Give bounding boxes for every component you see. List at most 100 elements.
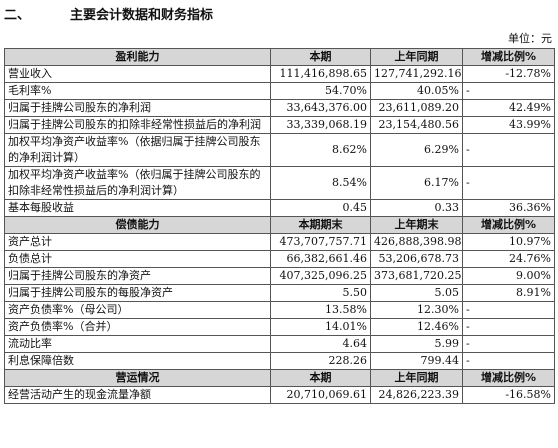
cell: 归属于挂牌公司股东的扣除非经常性损益后的净利润	[4, 116, 271, 134]
cell: 24,826,223.39	[370, 386, 463, 404]
table-row: 负债总计 66,382,661.46 53,206,678.73 24.76%	[4, 250, 555, 268]
cell: -	[462, 352, 555, 370]
cell: 资产负债率%（母公司）	[4, 301, 271, 319]
cell: 42.49%	[462, 99, 555, 117]
header-cell: 增减比例%	[462, 216, 555, 234]
cell: -	[462, 335, 555, 353]
heading: 二、 主要会计数据和财务指标	[4, 4, 253, 23]
table-row: 归属于挂牌公司股东的净资产 407,325,096.25 373,681,720.2…	[4, 267, 555, 285]
cell: 12.30%	[370, 301, 463, 319]
cell: 营业收入	[4, 65, 271, 83]
header-cell: 盈利能力	[4, 48, 271, 66]
heading-number: 二、	[4, 8, 31, 23]
cell: -	[462, 133, 555, 167]
cell: 9.00%	[462, 267, 555, 285]
cell: 426,888,398.98	[370, 233, 463, 251]
cell: -	[462, 82, 555, 100]
cell: 407,325,096.25	[270, 267, 371, 285]
cell: 基本每股收益	[4, 199, 271, 217]
section-header: 偿债能力 本期期末 上年期末 增减比例%	[4, 216, 555, 234]
cell: -	[462, 166, 555, 200]
table-row: 归属于挂牌公司股东的净利润 33,643,376.00 23,611,089.20 4…	[4, 99, 555, 117]
cell: 负债总计	[4, 250, 271, 268]
cell: 10.97%	[462, 233, 555, 251]
cell: 23,611,089.20	[370, 99, 463, 117]
cell: 资产总计	[4, 233, 271, 251]
table: 盈利能力 本期 上年同期 增减比例% 营业收入 111,416,898.65 127,741…	[4, 48, 555, 404]
header-cell: 偿债能力	[4, 216, 271, 234]
cell: 资产负债率%（合并）	[4, 318, 271, 336]
cell: -12.78%	[462, 65, 555, 83]
cell: 66,382,661.46	[270, 250, 371, 268]
table-row: 利息保障倍数 228.26 799.44-	[4, 352, 555, 370]
cell: 40.05%	[370, 82, 463, 100]
cell: 0.45	[270, 199, 371, 217]
header-cell: 上年同期	[370, 48, 463, 66]
cell: 54.70%	[270, 82, 371, 100]
cell: 5.99	[370, 335, 463, 353]
table-row: 经营活动产生的现金流量净额 20,710,069.61 24,826,223.39-…	[4, 386, 555, 404]
table-row: 流动比率 4.64 5.99-	[4, 335, 555, 353]
cell: 43.99%	[462, 116, 555, 134]
cell: 33,643,376.00	[270, 99, 371, 117]
header-cell: 增减比例%	[462, 369, 555, 387]
cell: 23,154,480.56	[370, 116, 463, 134]
table-row: 加权平均净资产收益率%（依归属于挂牌公司股东的扣除非经常性损益后的净利润计算） 8…	[4, 166, 555, 200]
table-row: 营业收入 111,416,898.65 127,741,292.16 -12.78%	[4, 65, 555, 83]
cell: 毛利率%	[4, 82, 271, 100]
cell: 流动比率	[4, 335, 271, 353]
cell: -	[462, 318, 555, 336]
header-cell: 本期	[270, 48, 371, 66]
cell: -16.58%	[462, 386, 555, 404]
cell: 5.05	[370, 284, 463, 302]
cell: 8.54%	[270, 166, 371, 200]
cell: 228.26	[270, 352, 371, 370]
cell: 经营活动产生的现金流量净额	[4, 386, 271, 404]
cell: 归属于挂牌公司股东的净利润	[4, 99, 271, 117]
cell: 归属于挂牌公司股东的每股净资产	[4, 284, 271, 302]
table-row: 资产负债率%（合并） 14.01% 12.46% -	[4, 318, 555, 336]
cell: 20,710,069.61	[270, 386, 371, 404]
cell: 4.64	[270, 335, 371, 353]
cell: 6.29%	[370, 133, 463, 167]
table-row: 资产负债率%（母公司） 13.58% 12.30% -	[4, 301, 555, 319]
cell: 加权平均净资产收益率%（依据归属于挂牌公司股东的净利润计算）	[4, 133, 271, 167]
unit: 单位：元	[508, 32, 552, 45]
cell: 14.01%	[270, 318, 371, 336]
header-cell: 上年期末	[370, 216, 463, 234]
section-header: 盈利能力 本期 上年同期 增减比例%	[4, 48, 555, 66]
table-row: 基本每股收益 0.45 0.33 36.36%	[4, 199, 555, 217]
cell: 6.17%	[370, 166, 463, 200]
cell: 13.58%	[270, 301, 371, 319]
cell: 799.44	[370, 352, 463, 370]
cell: 8.91%	[462, 284, 555, 302]
cell: 111,416,898.65	[270, 65, 371, 83]
cell: 0.33	[370, 199, 463, 217]
header-cell: 增减比例%	[462, 48, 555, 66]
header-cell: 本期	[270, 369, 371, 387]
heading-title: 主要会计数据和财务指标	[70, 8, 214, 23]
cell: 36.36%	[462, 199, 555, 217]
section-header: 营运情况 本期 上年同期 增减比例%	[4, 369, 555, 387]
cell: 5.50	[270, 284, 371, 302]
table-row: 归属于挂牌公司股东的每股净资产 5.50 5.05 8.91%	[4, 284, 555, 302]
header-cell: 营运情况	[4, 369, 271, 387]
table-row: 加权平均净资产收益率%（依据归属于挂牌公司股东的净利润计算） 8.62% 6.29%…	[4, 133, 555, 167]
table-row: 归属于挂牌公司股东的扣除非经常性损益后的净利润 33,339,068.19 23,1…	[4, 116, 555, 134]
table-row: 资产总计 473,707,757.71 426,888,398.98 10.97%	[4, 233, 555, 251]
cell: 127,741,292.16	[370, 65, 463, 83]
cell: 加权平均净资产收益率%（依归属于挂牌公司股东的扣除非经常性损益后的净利润计算）	[4, 166, 271, 200]
header-cell: 本期期末	[270, 216, 371, 234]
cell: 33,339,068.19	[270, 116, 371, 134]
cell: 373,681,720.25	[370, 267, 463, 285]
table-row: 毛利率% 54.70% 40.05% -	[4, 82, 555, 100]
cell: -	[462, 301, 555, 319]
cell: 473,707,757.71	[270, 233, 371, 251]
cell: 归属于挂牌公司股东的净资产	[4, 267, 271, 285]
cell: 12.46%	[370, 318, 463, 336]
header-cell: 上年同期	[370, 369, 463, 387]
cell: 利息保障倍数	[4, 352, 271, 370]
cell: 24.76%	[462, 250, 555, 268]
cell: 8.62%	[270, 133, 371, 167]
